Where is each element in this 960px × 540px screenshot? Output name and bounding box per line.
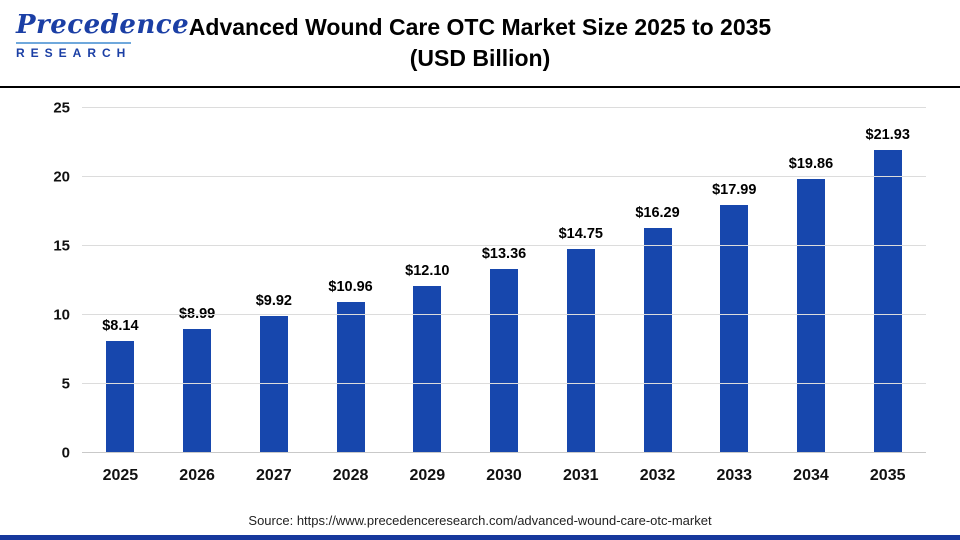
- gridline: [82, 245, 926, 246]
- bar-column: $16.29: [619, 108, 696, 453]
- y-tick-label: 20: [53, 168, 70, 186]
- bar-column: $17.99: [696, 108, 773, 453]
- bar-value-label: $10.96: [328, 278, 373, 295]
- bar-chart: 0 5 10 15 20 25 $8.14 $8.99 $9.92 $10.96 $12.10 $1…: [34, 100, 926, 485]
- bar: [720, 204, 749, 453]
- gridline: [82, 176, 926, 177]
- chart-title: Advanced Wound Care OTC Market Size 2025…: [0, 12, 960, 74]
- bar-value-label: $17.99: [712, 181, 757, 198]
- bar: [259, 316, 288, 453]
- bar: [183, 328, 212, 453]
- bar: [413, 286, 442, 453]
- gridline: [82, 383, 926, 384]
- x-tick-label: 2029: [409, 467, 446, 484]
- bar-column: $8.14: [82, 108, 159, 453]
- plot-area: $8.14 $8.99 $9.92 $10.96 $12.10 $13.36 $14.75 $…: [82, 107, 926, 453]
- x-tick-label: 2027: [256, 467, 292, 484]
- bar: [490, 268, 519, 453]
- x-tick-label: 2034: [793, 467, 829, 484]
- x-tick-label: 2028: [332, 467, 369, 484]
- x-axis: 2025 2026 2027 2028 2029 2030 2031 2032 2033 2034…: [82, 467, 926, 485]
- x-tick-label: 2026: [179, 467, 215, 484]
- y-tick-label: 5: [61, 375, 70, 393]
- x-tick-label: 2025: [102, 467, 139, 484]
- bar-value-label: $8.99: [178, 305, 216, 322]
- gridline: [82, 452, 926, 453]
- bar-column: $8.99: [159, 108, 236, 453]
- bars-container: $8.14 $8.99 $9.92 $10.96 $12.10 $13.36 $14.75 $…: [82, 108, 926, 453]
- bar-value-label: $13.36: [481, 245, 527, 262]
- bar-value-label: $21.93: [865, 127, 910, 144]
- bar-value-label: $14.75: [558, 226, 603, 243]
- x-tick-label: 2032: [639, 467, 676, 484]
- bar-column: $21.93: [849, 108, 926, 453]
- bar-column: $12.10: [389, 108, 466, 453]
- y-tick-label: 25: [53, 99, 70, 117]
- bar-value-label: $19.86: [788, 155, 834, 172]
- x-tick-label: 2033: [716, 467, 753, 484]
- y-tick-label: 15: [53, 237, 70, 255]
- bar-column: $13.36: [466, 108, 543, 453]
- bar: [796, 178, 825, 453]
- precedence-research-logo: Precedence RESEARCH: [16, 10, 190, 61]
- logo-wordmark: Precedence: [16, 10, 190, 40]
- bar-column: $19.86: [773, 108, 850, 453]
- bottom-accent-bar: [0, 535, 960, 540]
- x-tick-label: 2031: [562, 467, 599, 484]
- source-citation: Source: https://www.precedenceresearch.c…: [248, 513, 712, 528]
- chart-title-line2: (USD Billion): [409, 45, 551, 72]
- y-tick-label: 10: [53, 306, 70, 324]
- bar-column: $9.92: [235, 108, 312, 453]
- logo-subtitle: RESEARCH: [16, 42, 132, 59]
- gridline: [82, 107, 926, 108]
- y-tick-label: 0: [61, 444, 70, 462]
- bar: [106, 340, 135, 453]
- bar-column: $10.96: [312, 108, 389, 453]
- x-tick-label: 2035: [869, 467, 906, 484]
- bar-value-label: $12.10: [405, 263, 450, 280]
- header: Precedence RESEARCH Advanced Wound Care …: [0, 0, 960, 88]
- bar-value-label: $16.29: [635, 205, 680, 222]
- x-tick-label: 2030: [486, 467, 522, 484]
- bar: [873, 150, 902, 453]
- bar-column: $14.75: [542, 108, 619, 453]
- bar-value-label: $8.14: [102, 317, 139, 334]
- chart-title-line1: Advanced Wound Care OTC Market Size 2025…: [188, 14, 772, 40]
- bar: [643, 228, 672, 453]
- bar-value-label: $9.92: [255, 293, 292, 310]
- bar: [336, 301, 365, 453]
- y-axis: 0 5 10 15 20 25: [34, 100, 82, 462]
- bar: [566, 249, 595, 453]
- gridline: [82, 314, 926, 315]
